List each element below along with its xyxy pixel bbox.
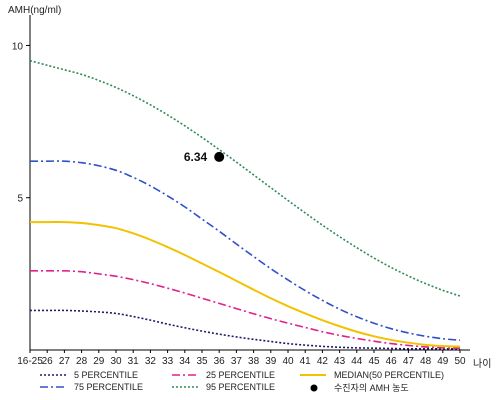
x-tick-label: 47 [403,356,415,367]
x-tick-label: 16-25 [17,356,43,367]
series-line-2 [29,221,461,348]
x-tick-label: 44 [351,356,363,367]
x-tick-label: 38 [248,356,260,367]
x-tick-label: 46 [386,356,398,367]
legend-label-4: 95 PERCENTILE [206,382,275,392]
x-tick-label: 31 [128,356,140,367]
x-tick-label: 27 [59,356,71,367]
x-tick-label: 30 [110,356,122,367]
x-tick-label: 50 [454,356,466,367]
legend-label-0: 5 PERCENTILE [74,370,138,380]
x-tick-label: 33 [162,356,174,367]
legend-label-1: 25 PERCENTILE [206,370,275,380]
legend-marker-label: 수진자의 AMH 농도 [334,383,409,393]
x-tick-label: 36 [214,356,226,367]
y-tick-label: 10 [12,41,24,52]
axes: AMH(ng/ml) 나이 [8,5,491,370]
series-line-3 [29,160,461,342]
x-tick-label: 32 [145,356,157,367]
y-tick-label: 5 [17,194,23,205]
x-tick-label: 35 [196,356,208,367]
x-tick-label: 41 [300,356,312,367]
x-tick-label: 40 [282,356,294,367]
x-tick-label: 28 [76,356,88,367]
series-layer [29,59,461,350]
x-tick-label: 26 [42,356,54,367]
x-tick-label: 43 [334,356,346,367]
patient-amh-point [214,151,225,162]
x-tick-label: 37 [231,356,243,367]
patient-amh-value-label: 6.34 [184,150,208,164]
legend-marker-dot [310,384,318,392]
series-line-0 [29,309,460,350]
x-tick-label: 34 [179,356,191,367]
x-tick-label: 39 [265,356,277,367]
y-ticks: 5 10 [12,41,30,205]
series-line-4 [29,59,461,297]
legend-label-3: 75 PERCENTILE [74,382,143,392]
x-tick-label: 48 [420,356,432,367]
legend-label-2: MEDIAN(50 PERCENTILE) [334,370,444,380]
x-tick-label: 49 [437,356,449,367]
x-tick-label: 42 [317,356,329,367]
x-tick-label: 45 [368,356,380,367]
x-axis-title: 나이 [473,358,491,370]
series-line-1 [29,269,461,349]
legend: 5 PERCENTILE 25 PERCENTILE MEDIAN(50 PERCE… [40,370,444,393]
y-axis-title: AMH(ng/ml) [8,5,61,16]
x-tick-label: 29 [93,356,105,367]
marker-layer: 6.34 [184,150,225,164]
